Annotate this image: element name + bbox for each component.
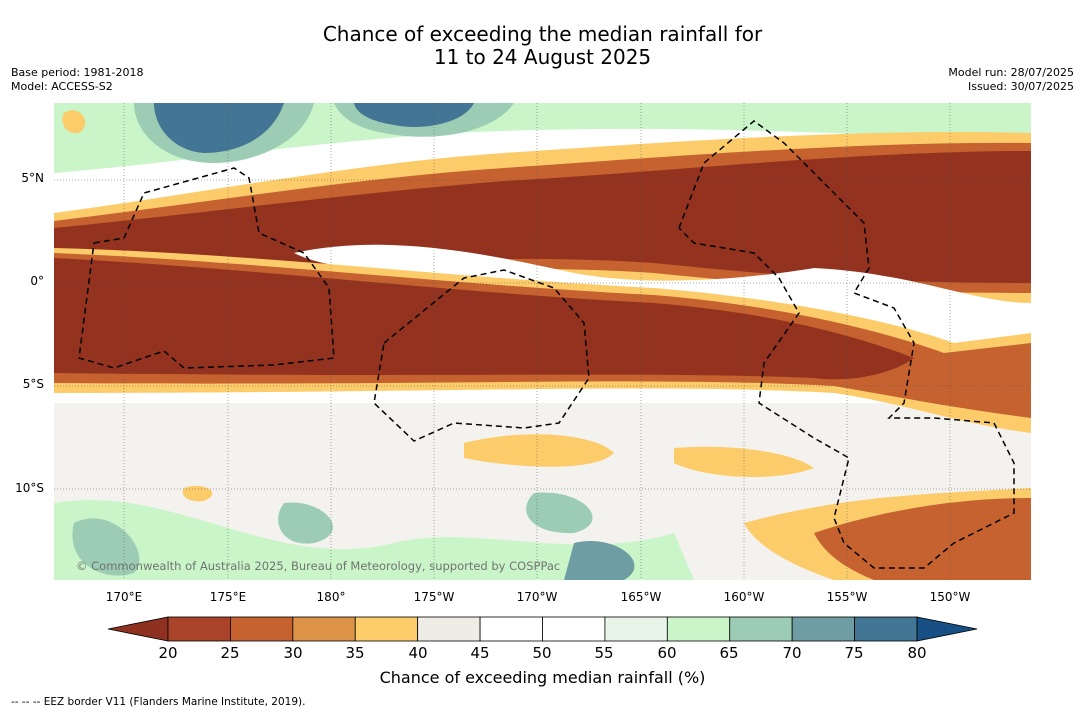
orange-patch [464,434,614,467]
colorbar-tick: 65 [719,644,739,662]
lat-label-5n: 5°N [21,171,44,185]
base-period: Base period: 1981-2018 [11,66,144,79]
lat-label-0: 0° [30,274,44,288]
lon-label-170e: 170°E [105,590,143,604]
south-green-patch [72,518,140,576]
colorbar-swatch [729,616,793,642]
colorbar-swatch [354,616,419,642]
colorbar-tick: 70 [782,644,802,662]
north-blue-zone [154,103,284,153]
colorbar-tick: 25 [220,644,240,662]
colorbar-swatch [167,616,231,642]
colorbar-tick: 75 [844,644,864,662]
rainfall-probability-map [54,103,1031,580]
model-run: Model run: 28/07/2025 [948,66,1074,79]
equator-white-strip [294,244,1031,318]
map-title-line1: Chance of exceeding the median rainfall … [322,22,763,46]
colorbar-swatch [604,616,668,642]
map-canvas [54,103,1031,580]
graticule [54,103,1031,580]
eez-legend-note: -- -- -- EEZ border V11 (Flanders Marine… [11,696,306,708]
colorbar-swatch [854,616,918,642]
orange-patch [182,485,213,502]
colorbar-swatch [479,616,543,642]
run-info: Model run: 28/07/2025 Issued: 30/07/2025 [948,66,1074,94]
orange-patch [62,110,86,134]
colorbar [108,616,978,642]
colorbar-tick: 35 [345,644,365,662]
colorbar-low-extension [108,616,169,642]
colorbar-tick: 60 [657,644,677,662]
eez-border [78,120,1015,569]
lon-label-175w: 175°W [413,590,455,604]
colorbar-swatch [666,616,731,642]
south-green-zone [54,500,694,580]
colorbar-tick: 40 [408,644,428,662]
orange-patch [674,446,814,478]
south-teal-patch [278,502,333,544]
south-band-20 [54,258,914,380]
lon-label-180: 180° [316,590,346,604]
colorbar-swatch [417,616,481,642]
colorbar-high-extension [916,616,978,642]
north-band-20 [54,151,1031,283]
colorbar-tick: 80 [907,644,927,662]
lon-label-165w: 165°W [620,590,662,604]
lat-label-10s: 10°S [15,481,44,495]
colorbar-swatch [292,616,356,642]
lon-label-150w: 150°W [929,590,971,604]
lon-label-160w: 160°W [723,590,765,604]
colorbar-tick: 55 [594,644,614,662]
colorbar-tick: 50 [532,644,552,662]
issued-date: Issued: 30/07/2025 [967,80,1074,93]
se-band-30 [814,498,1031,580]
south-teal-patch [564,541,635,580]
colorbar-swatch [542,616,606,642]
lat-label-5s: 5°S [22,377,44,391]
south-teal-patch [526,492,593,534]
colorbar-swatch [791,616,855,642]
colorbar-label: Chance of exceeding median rainfall (%) [379,668,706,687]
colorbar-swatch [230,616,294,642]
colorbar-tick: 20 [158,644,178,662]
map-title-line2: 11 to 24 August 2025 [433,45,652,69]
lon-label-170w: 170°W [516,590,558,604]
lon-label-175e: 175°E [209,590,247,604]
north-blue-zone [354,103,474,127]
lon-label-155w: 155°W [826,590,868,604]
copyright-credit: © Commonwealth of Australia 2025, Bureau… [76,559,561,573]
model-info: Base period: 1981-2018 Model: ACCESS-S2 [11,66,143,94]
colorbar-tick: 45 [470,644,490,662]
colorbar-tick: 30 [283,644,303,662]
model-name: Model: ACCESS-S2 [11,80,113,93]
